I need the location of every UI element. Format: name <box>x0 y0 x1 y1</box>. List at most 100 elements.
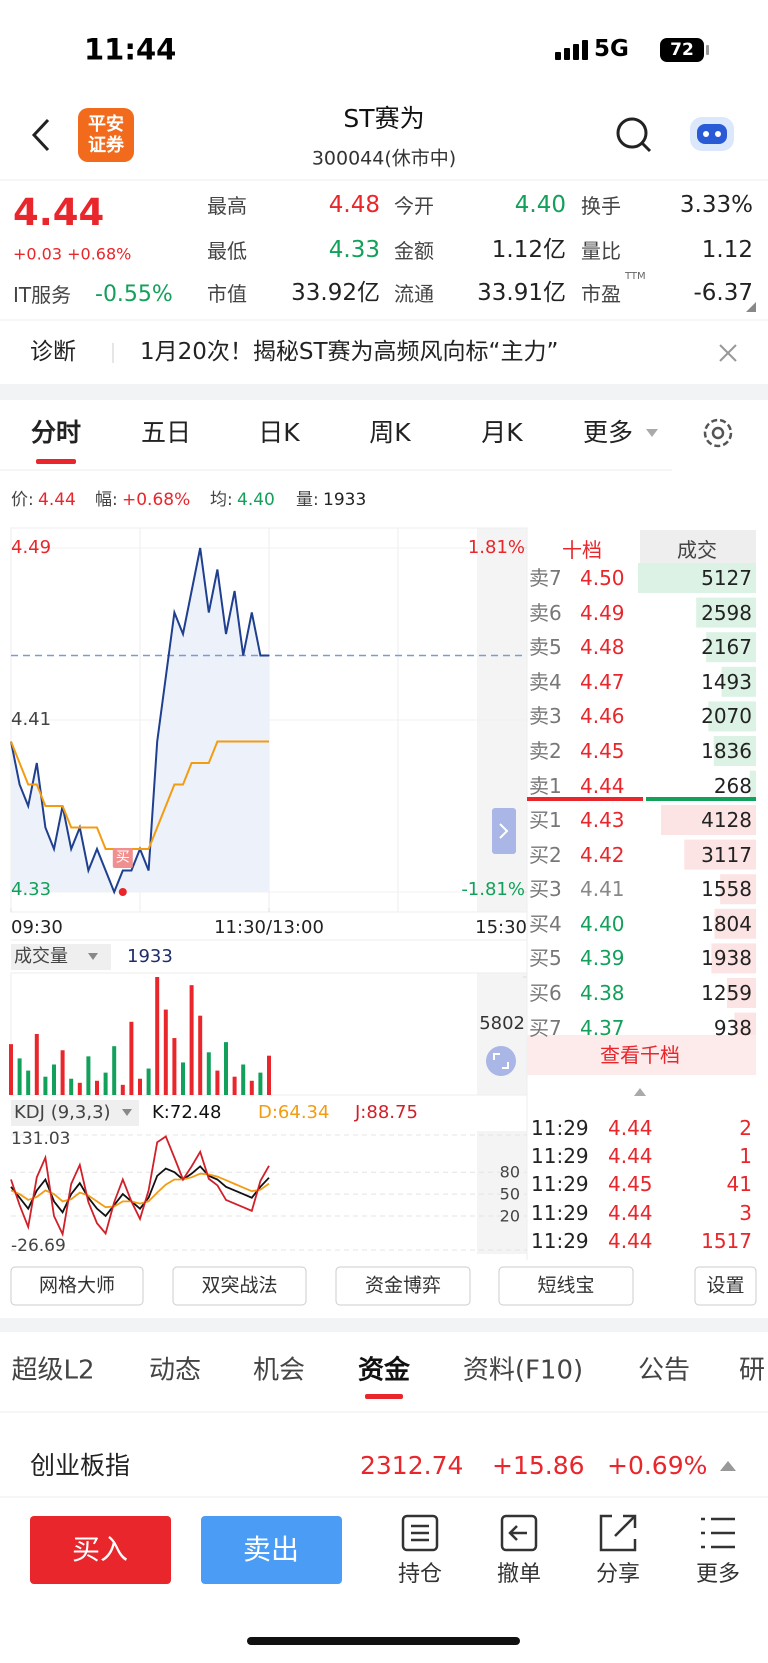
trade-price: 4.44 <box>608 1116 653 1140</box>
action-label[interactable]: 撤单 <box>496 1561 542 1587</box>
volume-bar <box>52 1064 56 1095</box>
volume-bar <box>241 1064 246 1095</box>
banner-tag: 诊断 <box>30 339 76 366</box>
volume-bar <box>146 1068 151 1095</box>
price-area <box>11 548 269 892</box>
sell-button-label[interactable]: 卖出 <box>242 1533 300 1567</box>
stat-label: 市值 <box>207 282 247 306</box>
stat-label: 最高 <box>207 194 247 218</box>
action-label[interactable]: 分享 <box>595 1561 641 1587</box>
action-label[interactable]: 持仓 <box>397 1561 443 1587</box>
corner-mark <box>746 302 756 312</box>
kdj-line <box>10 1172 270 1209</box>
y-tick-label: 4.41 <box>11 709 52 731</box>
book-price: 4.44 <box>580 773 625 798</box>
tool-button-label[interactable]: 资金博弈 <box>364 1274 442 1297</box>
book-price: 4.37 <box>580 1015 625 1040</box>
back-button[interactable] <box>31 118 50 152</box>
volume-title: 成交量 <box>14 946 68 968</box>
tool-button[interactable] <box>172 1266 307 1306</box>
info-value: 4.44 <box>38 489 76 510</box>
buy-button[interactable] <box>30 1516 171 1584</box>
book-tab[interactable]: 十档 <box>562 538 602 562</box>
book-volume: 2598 <box>701 600 752 625</box>
kdj-line <box>10 1165 270 1218</box>
settings-icon <box>711 426 725 440</box>
banner-text[interactable]: 1月20次！揭秘ST赛为高频风向标“主力” <box>140 339 559 366</box>
network: 5G <box>594 36 629 63</box>
y-tick-label: 131.03 <box>11 1128 71 1149</box>
book-level: 买2 <box>529 842 562 867</box>
trade-time: 11:29 <box>531 1144 589 1169</box>
scroll-arrow <box>634 1088 646 1096</box>
collapse-button[interactable] <box>492 808 516 854</box>
volume-bar <box>138 1078 142 1095</box>
index-name: 创业板指 <box>30 1451 131 1480</box>
buy-button-label[interactable]: 买入 <box>71 1533 129 1567</box>
more-depth[interactable]: 查看千档 <box>600 1043 680 1067</box>
book-price: 4.41 <box>580 877 625 902</box>
chart-tab[interactable]: 五日 <box>140 418 192 447</box>
chart-tab[interactable]: 周K <box>369 418 411 447</box>
assistant-face <box>697 124 727 144</box>
stat-value: -6.37 <box>693 280 753 307</box>
expand-button[interactable] <box>486 1046 516 1076</box>
info-tab[interactable]: 机会 <box>252 1355 306 1386</box>
info-value: 4.40 <box>237 489 275 510</box>
y-tick-label: 50 <box>499 1184 520 1204</box>
book-volume: 1259 <box>701 981 752 1005</box>
sell-button[interactable] <box>201 1516 342 1584</box>
volume-bar <box>86 1056 91 1095</box>
book-level: 卖6 <box>529 600 562 625</box>
stat-label: 最低 <box>207 239 247 263</box>
book-level: 买5 <box>529 946 562 971</box>
info-tab[interactable]: 公告 <box>637 1355 691 1386</box>
book-level: 买4 <box>529 911 562 936</box>
trade-price: 4.44 <box>608 1200 653 1225</box>
tool-button[interactable] <box>694 1266 757 1306</box>
collapse-arrow <box>499 823 509 839</box>
info-tab[interactable]: 资料(F10) <box>462 1355 584 1386</box>
info-tab[interactable]: 资金 <box>357 1355 411 1386</box>
chart-tab[interactable]: 月K <box>481 418 523 447</box>
volume-bar <box>95 1080 99 1095</box>
settings-icon <box>703 418 733 448</box>
stat-value: 4.33 <box>328 237 380 264</box>
logo-text: 平安 <box>88 114 124 136</box>
tool-button[interactable] <box>335 1266 471 1306</box>
book-level: 卖4 <box>529 669 562 694</box>
chart-tab[interactable]: 日K <box>258 418 300 447</box>
home-indicator <box>247 1637 520 1645</box>
signal-bar <box>555 52 561 60</box>
sector: IT服务 <box>13 283 72 307</box>
volume-bar <box>249 1080 254 1095</box>
book-volume: 2070 <box>701 704 752 729</box>
book-tab[interactable]: 成交 <box>677 538 717 562</box>
info-tab[interactable]: 动态 <box>148 1355 202 1386</box>
y2-tick-label: -1.81% <box>461 879 525 901</box>
tool-button[interactable] <box>498 1266 634 1306</box>
info-label: 均: <box>210 489 233 510</box>
y-tick-label: 20 <box>499 1206 520 1226</box>
tool-button-label[interactable]: 双突战法 <box>201 1274 278 1297</box>
tool-button-label[interactable]: 短线宝 <box>537 1274 595 1297</box>
stat-value: 1.12亿 <box>491 237 566 264</box>
tool-button-label[interactable]: 设置 <box>706 1274 745 1297</box>
book-volume: 3117 <box>701 842 752 867</box>
depth-bar <box>711 943 756 974</box>
trade-volume: 3 <box>739 1200 752 1225</box>
battery <box>660 38 704 62</box>
action-label[interactable]: 更多 <box>695 1561 741 1587</box>
depth-bar <box>684 839 756 870</box>
volume-bar <box>232 1076 237 1095</box>
legend-entry: D:64.34 <box>258 1102 330 1124</box>
book-price: 4.45 <box>580 739 625 763</box>
chart-tab[interactable]: 分时 <box>30 418 82 447</box>
tool-button-label[interactable]: 网格大师 <box>38 1274 116 1297</box>
chart-tab[interactable]: 更多 <box>582 418 634 447</box>
info-tab[interactable]: 超级L2 <box>11 1355 95 1386</box>
book-level: 卖5 <box>529 635 562 660</box>
info-tab[interactable]: 研 <box>738 1355 766 1386</box>
tool-button[interactable] <box>10 1266 144 1306</box>
book-volume: 1558 <box>701 877 752 902</box>
